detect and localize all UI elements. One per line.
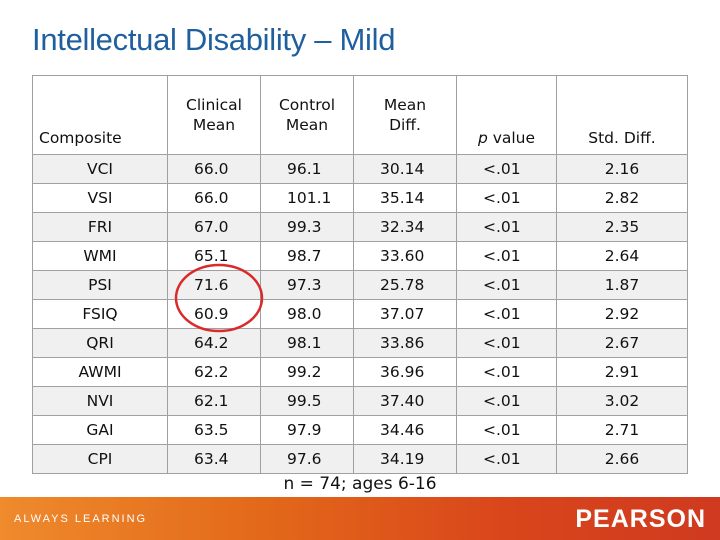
cell-control-mean: 98.0 [260, 299, 354, 329]
cell-control-mean: 97.3 [260, 270, 354, 300]
header-p-value: p value [456, 75, 557, 155]
cell-composite: CPI [32, 444, 168, 474]
cell-std-diff: 2.66 [556, 444, 688, 474]
table-row: WMI 65.1 98.7 33.60 <.01 2.64 [32, 241, 688, 271]
cell-p-value: <.01 [456, 415, 557, 445]
cell-std-diff: 3.02 [556, 386, 688, 416]
header-control-mean: Control Mean [260, 75, 354, 155]
cell-std-diff: 2.64 [556, 241, 688, 271]
cell-composite: GAI [32, 415, 168, 445]
cell-clinical-mean: 71.6 [167, 270, 261, 300]
cell-control-mean: 97.9 [260, 415, 354, 445]
cell-mean-diff: 25.78 [353, 270, 457, 300]
cell-clinical-mean: 66.0 [167, 154, 261, 184]
cell-clinical-mean: 62.1 [167, 386, 261, 416]
cell-std-diff: 2.35 [556, 212, 688, 242]
table-row: NVI 62.1 99.5 37.40 <.01 3.02 [32, 386, 688, 416]
cell-p-value: <.01 [456, 270, 557, 300]
slide-title: Intellectual Disability – Mild [32, 22, 396, 57]
cell-std-diff: 2.16 [556, 154, 688, 184]
cell-composite: FSIQ [32, 299, 168, 329]
header-std-diff: Std. Diff. [556, 75, 688, 155]
cell-p-value: <.01 [456, 212, 557, 242]
cell-std-diff: 2.91 [556, 357, 688, 387]
cell-mean-diff: 32.34 [353, 212, 457, 242]
cell-composite: VSI [32, 183, 168, 213]
cell-composite: NVI [32, 386, 168, 416]
cell-p-value: <.01 [456, 386, 557, 416]
cell-p-value: <.01 [456, 299, 557, 329]
cell-clinical-mean: 65.1 [167, 241, 261, 271]
cell-mean-diff: 33.86 [353, 328, 457, 358]
table-row: PSI 71.6 97.3 25.78 <.01 1.87 [32, 270, 688, 300]
cell-p-value: <.01 [456, 154, 557, 184]
cell-std-diff: 2.82 [556, 183, 688, 213]
cell-composite: QRI [32, 328, 168, 358]
cell-clinical-mean: 63.5 [167, 415, 261, 445]
cell-control-mean: 101.1 [260, 183, 354, 213]
cell-std-diff: 2.67 [556, 328, 688, 358]
table-row: CPI 63.4 97.6 34.19 <.01 2.66 [32, 444, 688, 474]
cell-clinical-mean: 63.4 [167, 444, 261, 474]
footer-tagline: ALWAYS LEARNING [14, 513, 148, 525]
cell-std-diff: 1.87 [556, 270, 688, 300]
header-row: Composite Clinical Mean Control Mean Mean D… [32, 75, 688, 155]
header-clinical-mean: Clinical Mean [167, 75, 261, 155]
cell-clinical-mean: 62.2 [167, 357, 261, 387]
table-row: AWMI 62.2 99.2 36.96 <.01 2.91 [32, 357, 688, 387]
cell-composite: VCI [32, 154, 168, 184]
table-row: VSI 66.0 101.1 35.14 <.01 2.82 [32, 183, 688, 213]
cell-control-mean: 98.1 [260, 328, 354, 358]
cell-clinical-mean: 60.9 [167, 299, 261, 329]
cell-control-mean: 99.3 [260, 212, 354, 242]
cell-p-value: <.01 [456, 357, 557, 387]
cell-composite: WMI [32, 241, 168, 271]
cell-control-mean: 97.6 [260, 444, 354, 474]
cell-clinical-mean: 64.2 [167, 328, 261, 358]
cell-composite: PSI [32, 270, 168, 300]
cell-mean-diff: 30.14 [353, 154, 457, 184]
cell-mean-diff: 37.40 [353, 386, 457, 416]
cell-control-mean: 98.7 [260, 241, 354, 271]
footer-bar [0, 497, 720, 540]
table-row: FRI 67.0 99.3 32.34 <.01 2.35 [32, 212, 688, 242]
cell-mean-diff: 36.96 [353, 357, 457, 387]
results-table: Composite Clinical Mean Control Mean Mean D… [32, 75, 688, 474]
header-mean-diff: Mean Diff. [353, 75, 457, 155]
cell-p-value: <.01 [456, 444, 557, 474]
cell-composite: FRI [32, 212, 168, 242]
pearson-logo: PEARSON [575, 505, 706, 533]
cell-composite: AWMI [32, 357, 168, 387]
cell-mean-diff: 34.19 [353, 444, 457, 474]
table-row: QRI 64.2 98.1 33.86 <.01 2.67 [32, 328, 688, 358]
cell-std-diff: 2.71 [556, 415, 688, 445]
cell-mean-diff: 33.60 [353, 241, 457, 271]
cell-mean-diff: 35.14 [353, 183, 457, 213]
sample-footnote: n = 74; ages 6-16 [283, 474, 437, 494]
cell-p-value: <.01 [456, 241, 557, 271]
table-row: GAI 63.5 97.9 34.46 <.01 2.71 [32, 415, 688, 445]
cell-clinical-mean: 66.0 [167, 183, 261, 213]
cell-control-mean: 96.1 [260, 154, 354, 184]
table-row: FSIQ 60.9 98.0 37.07 <.01 2.92 [32, 299, 688, 329]
cell-control-mean: 99.2 [260, 357, 354, 387]
cell-clinical-mean: 67.0 [167, 212, 261, 242]
header-composite: Composite [32, 75, 168, 155]
cell-mean-diff: 34.46 [353, 415, 457, 445]
table-row: VCI 66.0 96.1 30.14 <.01 2.16 [32, 154, 688, 184]
cell-std-diff: 2.92 [556, 299, 688, 329]
cell-p-value: <.01 [456, 183, 557, 213]
cell-p-value: <.01 [456, 328, 557, 358]
cell-control-mean: 99.5 [260, 386, 354, 416]
cell-mean-diff: 37.07 [353, 299, 457, 329]
